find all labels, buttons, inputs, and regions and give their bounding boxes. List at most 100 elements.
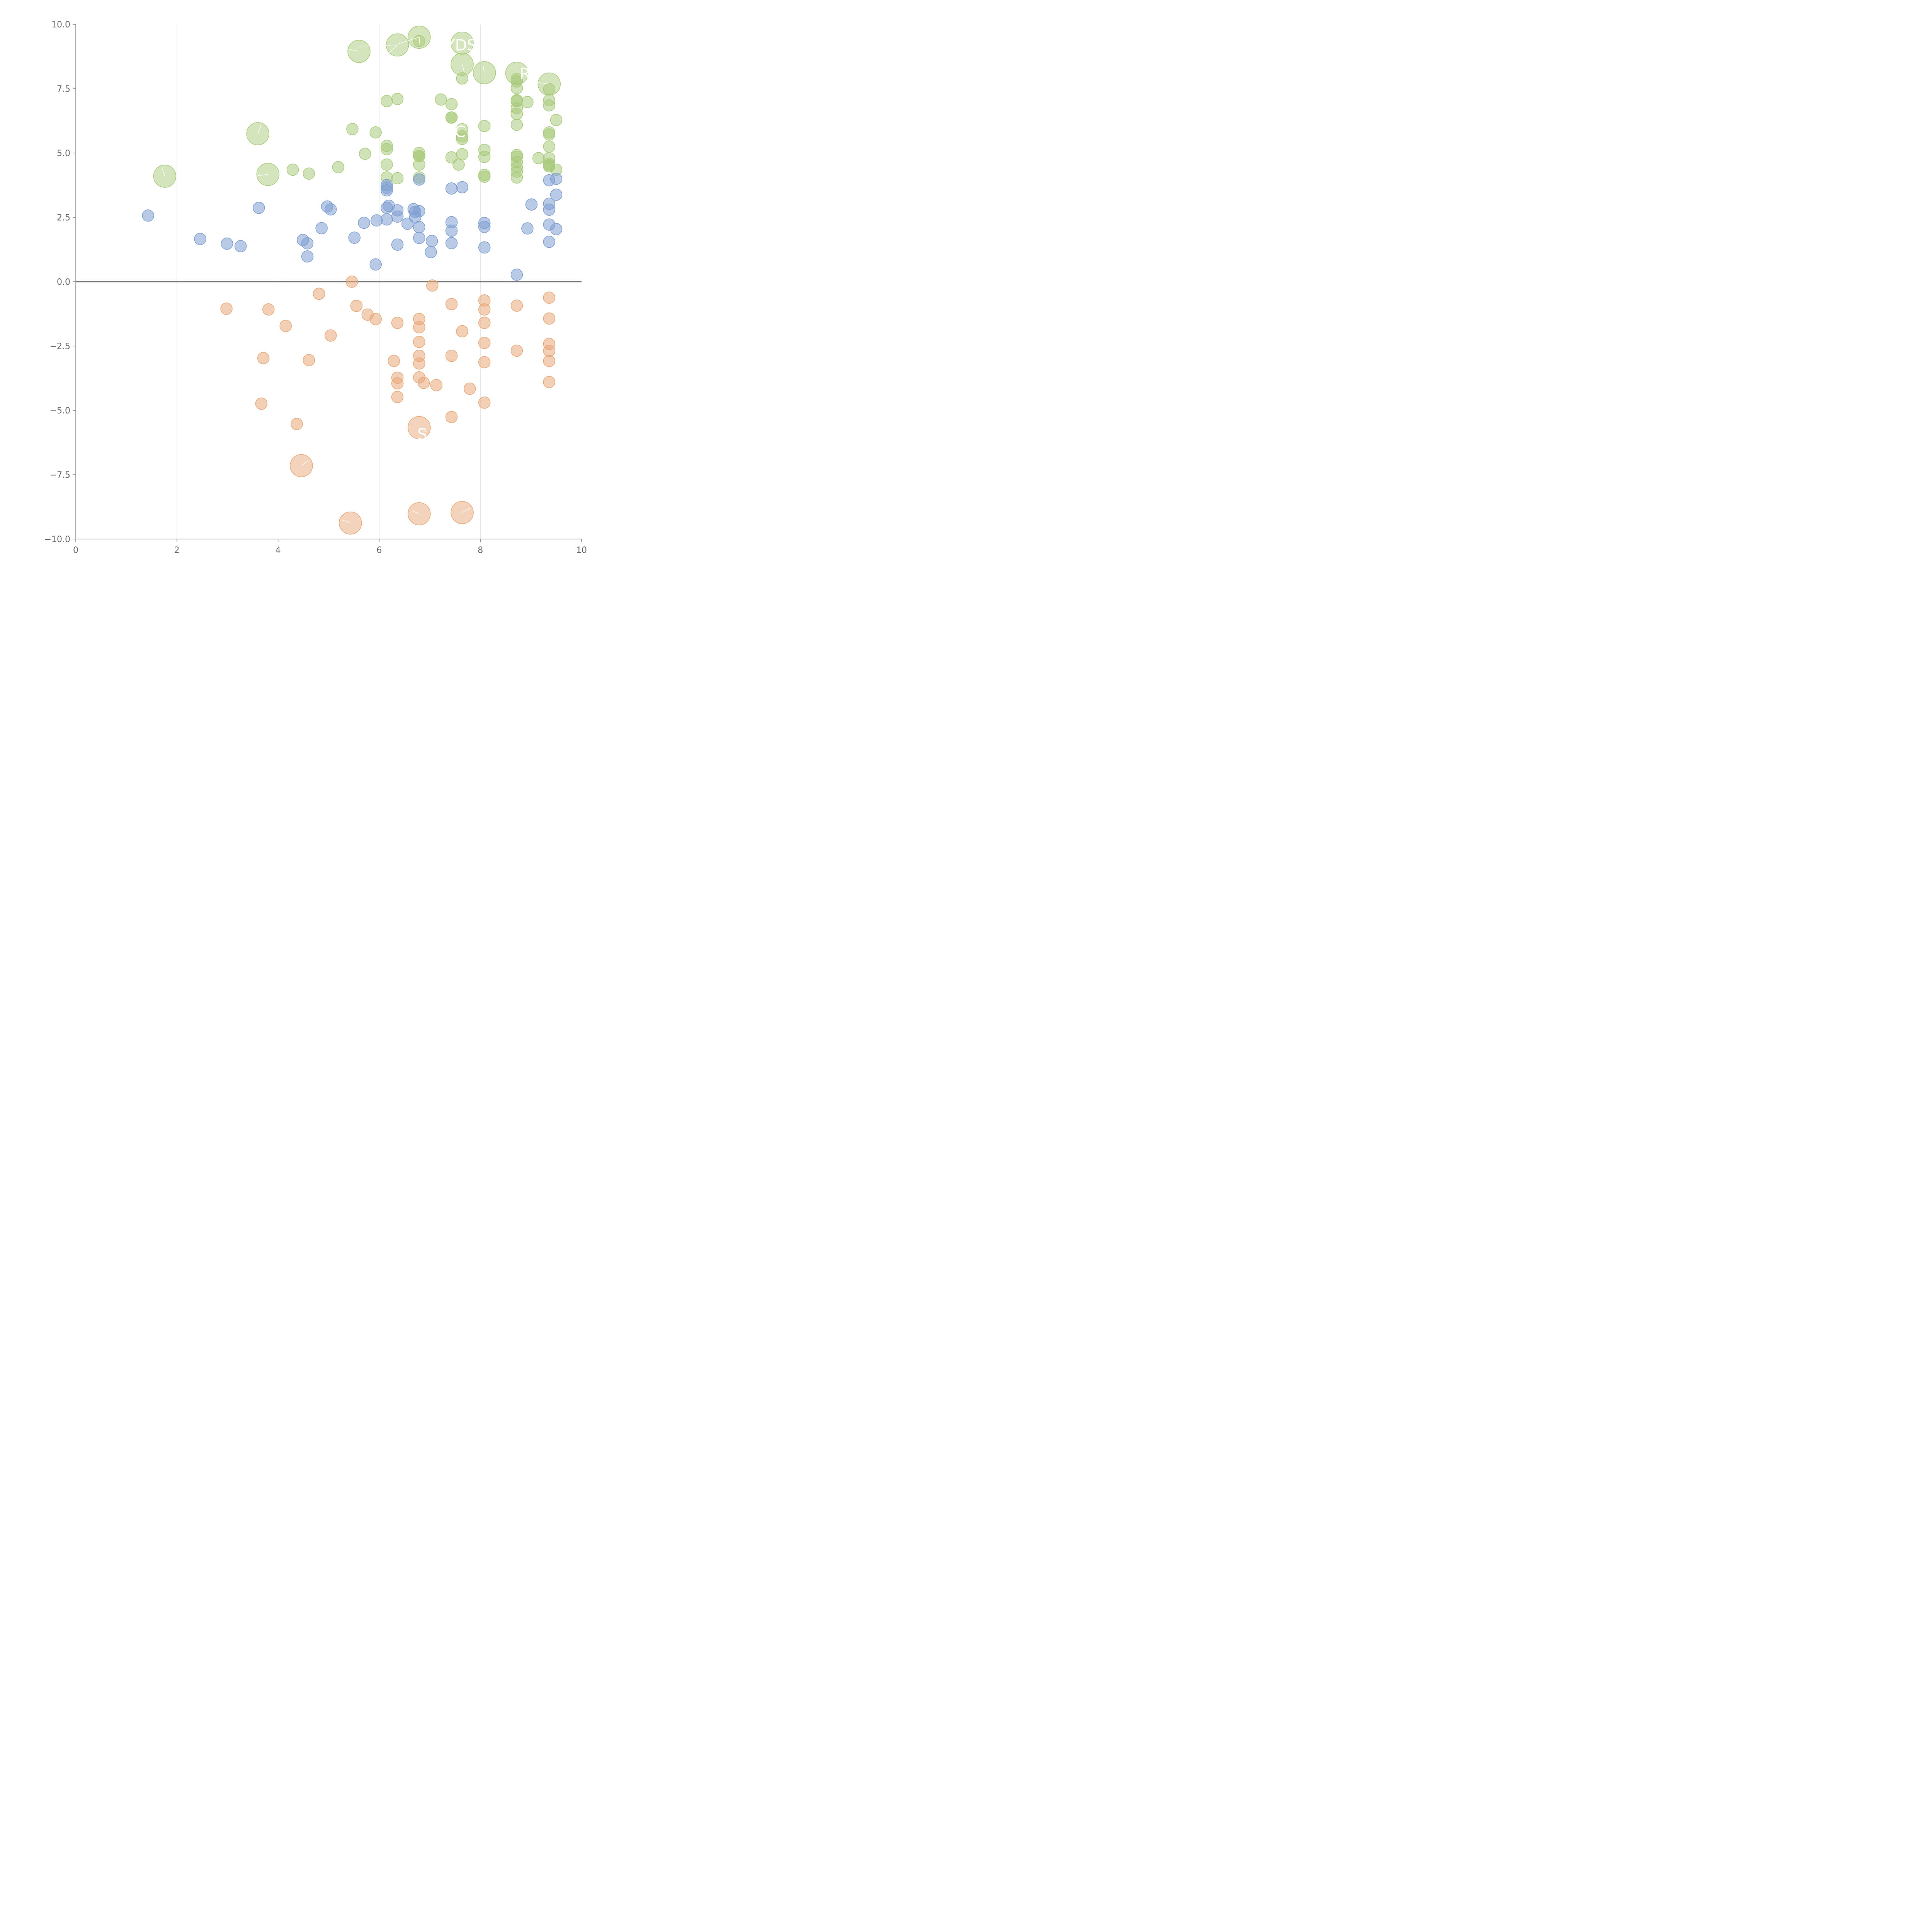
x-tick-label: 4 [276,546,281,555]
y-tick-label: −10.0 [44,535,70,544]
data-point [413,321,425,333]
data-point [426,279,439,292]
data-point [391,172,404,185]
data-point [194,233,206,245]
data-point [543,128,555,141]
data-point [324,203,337,216]
data-point [510,299,523,312]
label-leader-line [389,44,398,53]
data-point [388,355,400,367]
y-tick-label: 7.5 [57,85,70,94]
label-leader-line [257,125,261,134]
data-point [445,98,458,111]
data-point [371,214,383,227]
label-leader-line [342,519,351,524]
label-leader-line [483,65,485,73]
data-point [303,354,315,366]
label-leader-line [349,49,359,52]
data-point [456,181,468,194]
data-point [346,123,359,135]
data-point [391,204,404,217]
data-point [478,396,491,409]
data-point [350,299,363,312]
data-point [345,276,358,288]
data-point [525,198,538,211]
data-point [463,383,476,395]
data-point [550,189,563,201]
data-point [253,202,265,214]
y-tick-label: −2.5 [50,342,70,352]
point-label: S [417,425,427,443]
data-point [291,418,303,430]
data-point [510,118,523,131]
data-point [510,269,523,281]
data-point [510,171,523,184]
data-point [301,237,314,250]
data-point [255,397,268,410]
y-tick-label: 10.0 [51,20,70,30]
data-point [381,213,393,226]
y-tick-label: −5.0 [50,406,70,416]
data-point [315,222,328,235]
data-point [445,182,458,195]
data-point [369,313,382,325]
data-point [543,376,555,388]
data-point [445,298,458,310]
label-leader-line [419,37,420,44]
data-point [543,140,555,153]
label-leader-line [462,508,471,513]
data-point [391,93,404,105]
data-point [369,126,382,139]
data-point [413,221,425,233]
data-point [445,411,458,423]
data-point [142,209,154,222]
label-leader-line [412,510,420,514]
data-point [478,316,491,329]
data-point [543,236,555,248]
data-point [413,158,425,171]
data-point [391,391,404,403]
data-point [413,336,425,348]
data-point [425,246,437,259]
label-leader-line [359,44,398,47]
label-leader-line [258,174,268,176]
y-tick-label: 5.0 [57,149,70,158]
data-point [391,238,404,251]
data-point [413,205,425,218]
data-point [413,232,425,244]
data-point [445,237,458,249]
data-point [359,148,371,160]
data-points [142,26,563,535]
label-leader-lines [161,37,549,524]
data-point [391,316,404,329]
data-point [391,377,404,389]
data-point [478,337,491,349]
data-point [452,158,465,171]
label-leader-line [397,37,420,44]
data-point [257,352,270,364]
data-point [456,133,468,145]
y-tick-label: 2.5 [57,213,70,223]
data-point [417,376,430,389]
label-leader-line [161,167,165,177]
point-label: R [519,65,530,83]
data-point [543,203,555,216]
data-point [521,96,534,108]
data-point [543,291,555,304]
data-point [543,99,555,112]
data-point [332,161,345,173]
y-tick-label: 0.0 [57,277,70,287]
point-label: YDS [445,36,477,54]
data-point [478,221,491,233]
data-point [381,95,393,107]
point-labels: YDS R C S [417,36,530,443]
scatter-chart: YDS R C S 0 2 4 6 8 10 10.0 7.5 5.0 2.5 0.0 −2.5 −5.0 −7… [44,20,587,555]
x-tick-label: 0 [73,546,78,555]
data-point [348,231,361,244]
data-point [532,152,545,165]
data-point [510,344,523,357]
data-point [550,223,563,235]
data-point [425,235,438,247]
data-point [413,173,425,186]
data-bubble [505,61,529,85]
